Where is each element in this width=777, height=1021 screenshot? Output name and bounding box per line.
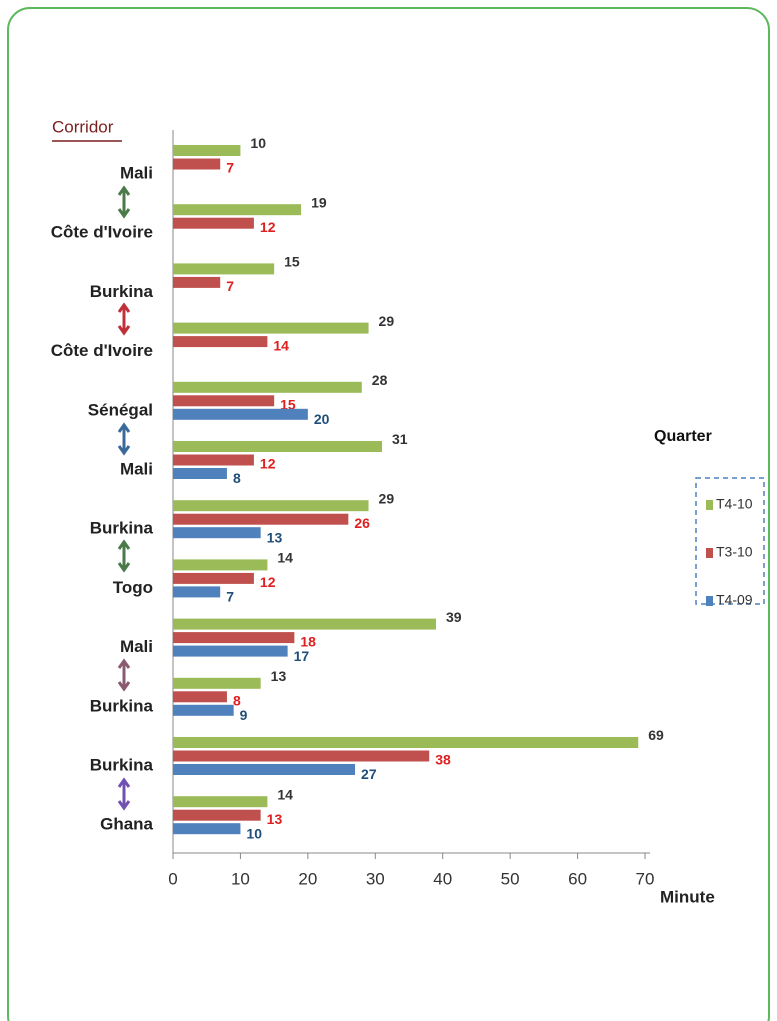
legend-swatch	[706, 596, 713, 606]
value-label: 20	[314, 411, 330, 427]
value-label: 39	[446, 609, 462, 625]
value-label: 10	[246, 825, 262, 841]
value-label: 13	[267, 529, 283, 545]
value-label: 14	[273, 337, 289, 353]
value-label: 10	[250, 135, 266, 151]
x-tick-label: 30	[366, 869, 385, 888]
x-tick-label: 40	[433, 869, 452, 888]
y-tick-label: Burkina	[90, 755, 154, 774]
value-label: 29	[379, 490, 395, 506]
bar	[173, 764, 356, 775]
value-label: 19	[311, 194, 327, 210]
value-label: 15	[284, 254, 300, 270]
x-tick-label: 50	[501, 869, 520, 888]
y-tick-label: Côte d'Ivoire	[51, 223, 153, 242]
value-label: 12	[260, 219, 276, 235]
value-label: 7	[226, 589, 234, 605]
legend-title: Quarter	[654, 428, 712, 445]
bar	[173, 441, 383, 452]
value-label: 69	[648, 727, 664, 743]
bar	[173, 527, 261, 539]
bar	[173, 704, 234, 716]
bar	[173, 572, 254, 584]
y-axis-title: Corridor	[52, 117, 114, 136]
value-label: 14	[277, 786, 293, 802]
value-label: 14	[277, 550, 293, 566]
bar	[173, 809, 261, 821]
bar	[173, 145, 241, 156]
bar	[173, 796, 268, 808]
y-tick-label: Mali	[120, 637, 153, 656]
x-tick-label: 70	[636, 869, 655, 888]
bar	[173, 336, 268, 348]
bar	[173, 559, 268, 571]
bar	[173, 217, 254, 229]
x-tick-label: 60	[568, 869, 587, 888]
bar	[173, 500, 369, 512]
bar	[173, 322, 369, 334]
bar	[173, 750, 430, 762]
arrows	[117, 185, 131, 811]
bar	[173, 204, 302, 216]
value-label: 29	[379, 313, 395, 329]
x-axis-title: Minute	[660, 887, 715, 906]
bar	[173, 454, 254, 466]
legend-label: T4-09	[716, 592, 753, 608]
x-tick-label: 0	[168, 869, 177, 888]
bar	[173, 645, 288, 657]
value-label: 13	[267, 811, 283, 827]
bar	[173, 158, 221, 170]
bar	[173, 632, 295, 644]
y-tick-label: Mali	[120, 163, 153, 182]
value-label: 8	[233, 693, 241, 709]
bar	[173, 677, 261, 689]
y-tick-label: Burkina	[90, 519, 154, 538]
value-label: 31	[392, 431, 408, 447]
y-tick-label: Burkina	[90, 282, 154, 301]
bar	[173, 276, 221, 288]
bar	[173, 586, 221, 598]
value-label: 12	[260, 456, 276, 472]
y-tick-label: Mali	[120, 459, 153, 478]
value-label: 17	[294, 648, 310, 664]
value-label: 28	[372, 372, 388, 388]
bar	[173, 408, 308, 420]
value-label: 7	[226, 160, 234, 176]
bar	[173, 513, 349, 525]
value-label: 7	[226, 278, 234, 294]
bar	[173, 381, 362, 393]
y-tick-label: Burkina	[90, 696, 154, 715]
legend-label: T3-10	[716, 544, 753, 560]
value-label: 26	[354, 515, 370, 531]
frame	[7, 7, 770, 1021]
legend-swatch	[706, 548, 713, 558]
bar	[173, 618, 436, 630]
x-tick-label: 10	[231, 869, 250, 888]
y-tick-label: Togo	[113, 578, 153, 597]
value-label: 27	[361, 766, 377, 782]
value-label: 8	[233, 470, 241, 486]
value-label: 12	[260, 574, 276, 590]
bar	[173, 823, 241, 835]
x-tick-label: 20	[298, 869, 317, 888]
y-tick-label: Ghana	[100, 815, 153, 834]
bar	[173, 395, 275, 407]
bar	[173, 691, 227, 703]
value-label: 15	[280, 397, 296, 413]
legend-label: T4-10	[716, 496, 753, 512]
y-tick-label: Côte d'Ivoire	[51, 341, 153, 360]
legend-box	[695, 477, 765, 605]
bar	[173, 263, 275, 275]
y-tick-label: Sénégal	[88, 400, 153, 419]
legend-swatch	[706, 500, 713, 510]
bar	[173, 737, 639, 748]
value-label: 13	[271, 668, 287, 684]
bar	[173, 468, 227, 479]
value-label: 9	[240, 707, 248, 723]
value-label: 38	[435, 752, 451, 768]
value-label: 18	[300, 633, 316, 649]
